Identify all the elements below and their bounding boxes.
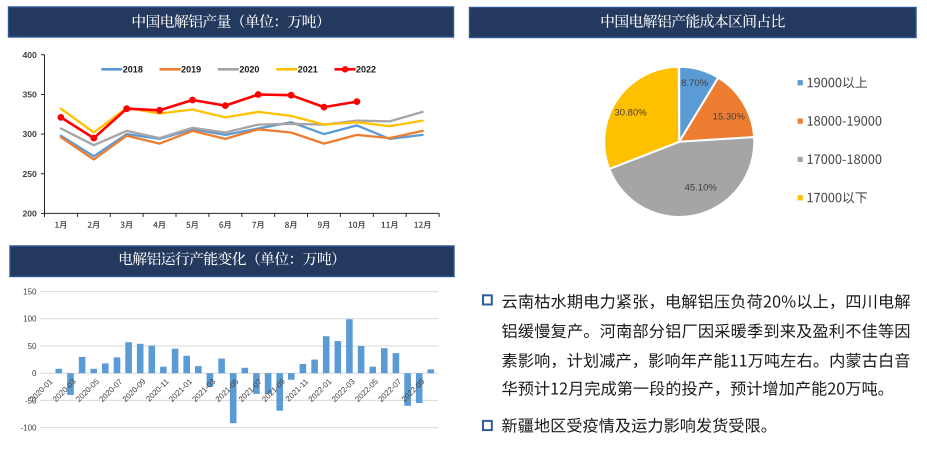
svg-text:100: 100 xyxy=(23,315,37,324)
svg-text:2020: 2020 xyxy=(239,65,259,75)
svg-text:2021: 2021 xyxy=(298,65,318,75)
svg-text:300: 300 xyxy=(22,129,37,139)
svg-text:200: 200 xyxy=(22,209,37,219)
svg-text:-50: -50 xyxy=(25,396,37,405)
svg-text:8.70%: 8.70% xyxy=(681,78,708,89)
svg-text:0: 0 xyxy=(32,369,37,378)
svg-text:15.30%: 15.30% xyxy=(713,112,746,123)
svg-text:45.10%: 45.10% xyxy=(685,182,718,193)
svg-text:400: 400 xyxy=(22,50,37,60)
svg-text:2022: 2022 xyxy=(356,65,376,75)
svg-text:30.80%: 30.80% xyxy=(614,108,647,119)
svg-text:150: 150 xyxy=(23,288,37,297)
svg-text:350: 350 xyxy=(22,90,37,100)
svg-text:2018: 2018 xyxy=(123,65,143,75)
svg-text:250: 250 xyxy=(22,169,37,179)
svg-text:-100: -100 xyxy=(20,424,37,433)
svg-text:2019: 2019 xyxy=(181,65,201,75)
svg-text:50: 50 xyxy=(28,342,37,351)
